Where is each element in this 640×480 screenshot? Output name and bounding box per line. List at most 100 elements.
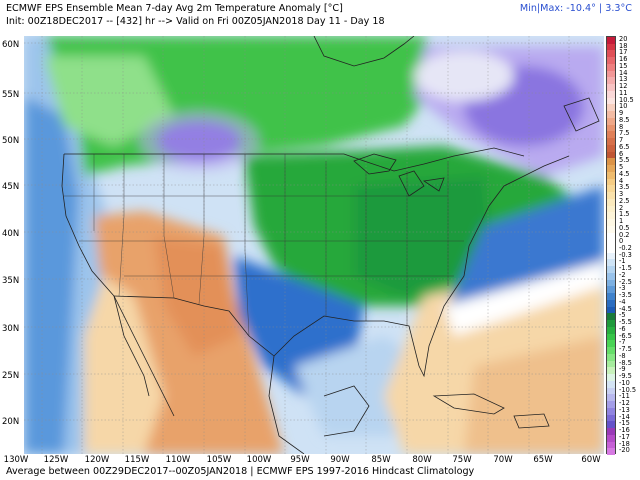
colorbar-swatch	[607, 394, 615, 402]
colorbar-swatch	[607, 144, 615, 153]
colorbar-swatch	[607, 428, 615, 436]
colorbar-label: -16	[619, 426, 630, 435]
colorbar-label: 18	[619, 41, 628, 50]
colorbar-swatch	[607, 326, 615, 335]
colorbar-label: -3	[619, 284, 626, 293]
colorbar-label: 16	[619, 55, 628, 64]
colorbar-swatch	[607, 374, 615, 382]
us-canada-border	[64, 147, 525, 172]
colorbar-label: -10.5	[619, 385, 637, 394]
colorbar-label: -13	[619, 405, 630, 414]
colorbar-label: -6.5	[619, 331, 632, 340]
colorbar-label: 1.5	[619, 210, 630, 219]
colorbar-label: -0.3	[619, 250, 632, 259]
colorbar-swatch	[607, 421, 615, 429]
colorbar-swatch	[607, 57, 615, 65]
colorbar-swatch	[607, 131, 615, 139]
colorbar-swatch	[607, 205, 615, 213]
colorbar-swatch	[607, 340, 615, 348]
colorbar-swatch	[607, 266, 615, 274]
lon-label: 80W	[412, 455, 432, 465]
colorbar-label: 12	[619, 82, 628, 91]
coastlines-and-borders	[61, 36, 600, 454]
colorbar-label: 11	[619, 88, 628, 97]
mexico-coast-outline	[268, 355, 305, 454]
colorbar-swatch	[607, 306, 615, 314]
lon-label: 115W	[124, 455, 150, 465]
colorbar-swatch	[607, 434, 615, 442]
colorbar-label: 7.5	[619, 129, 630, 138]
min-max-readout: Min|Max: -10.4° | 3.3°C	[519, 3, 632, 14]
colorbar-label: -2.5	[619, 277, 632, 286]
lat-label: 45N	[2, 182, 20, 192]
lat-label: 50N	[2, 136, 20, 146]
atlantic-white-band	[444, 261, 604, 336]
colorbar-swatch	[607, 441, 615, 449]
yucatan-outline	[323, 385, 370, 437]
graticule	[24, 36, 604, 454]
baja-light-warm	[84, 276, 164, 454]
colorbar-label: -5.5	[619, 318, 632, 327]
colorbar-swatch	[607, 347, 615, 355]
lon-label: 120W	[84, 455, 110, 465]
colorbar-label: 7	[619, 136, 624, 145]
cuba-outline	[432, 393, 505, 415]
colorbar-label: 17	[619, 48, 628, 57]
colorbar-label: -4.5	[619, 304, 632, 313]
colorbar-swatch	[607, 124, 615, 132]
colorbar-swatch	[607, 178, 615, 186]
colorbar-label: 6	[619, 149, 624, 158]
pacific-cool-region	[24, 36, 224, 454]
colorbar-swatch	[607, 97, 615, 105]
mexico-warm-core	[154, 236, 239, 356]
colorbar-swatch	[607, 239, 615, 247]
lon-label: 90W	[330, 455, 350, 465]
colorbar-label: -18	[619, 439, 630, 448]
colorbar-swatch	[607, 198, 615, 207]
map-footer: Average between 00Z29DEC2017--00Z05JAN20…	[6, 466, 475, 477]
colorbar-swatch	[607, 225, 615, 233]
colorbar-label: -7	[619, 338, 626, 347]
colorbar-swatch	[607, 192, 615, 200]
montana-cold-halo	[139, 111, 259, 171]
east-coast-outline	[463, 155, 570, 277]
colorbar-label: -8	[619, 351, 626, 360]
colorbar-label: 8.5	[619, 115, 630, 124]
lon-label: 130W	[3, 455, 29, 465]
colorbar-swatch	[607, 111, 615, 119]
lon-label: 65W	[533, 455, 553, 465]
colorbar-label: 5.5	[619, 156, 630, 165]
colorbar-swatch	[607, 138, 615, 146]
colorbar-swatch	[607, 293, 615, 301]
colorbar-label: 2.5	[619, 196, 630, 205]
lon-label: 60W	[581, 455, 601, 465]
colorbar-swatch	[607, 333, 615, 341]
colorbar-swatch	[607, 401, 615, 409]
lon-label: 95W	[290, 455, 310, 465]
colorbar-swatch	[607, 407, 615, 416]
colorbar-label: 10.5	[619, 95, 634, 104]
hispaniola-outline	[513, 413, 550, 429]
colorbar-label: 2	[619, 203, 624, 212]
baja-outline	[113, 295, 150, 397]
colorbar-swatch	[607, 313, 615, 321]
colorbar-swatch	[607, 37, 615, 45]
gulf-coast-outline	[273, 275, 465, 378]
map-subtitle: Init: 00Z18DEC2017 -- [432] hr --> Valid…	[6, 16, 385, 27]
colorbar-label: 20	[619, 35, 628, 43]
colorbar-swatch	[607, 246, 615, 254]
colorbar-label: -5	[619, 311, 626, 320]
lat-label: 20N	[2, 417, 20, 427]
west-coast-outline	[61, 153, 175, 417]
pacific-deep-blue	[24, 96, 79, 454]
colorbar-label: -9.5	[619, 372, 632, 381]
colorbar-label: 5	[619, 163, 624, 172]
colorbar-swatch	[607, 286, 615, 294]
lat-label: 35N	[2, 276, 20, 286]
colorbar-swatch	[607, 232, 615, 240]
colorbar-label: -7.5	[619, 345, 632, 354]
colorbar-label: -8.5	[619, 358, 632, 367]
colorbar-label: -0.2	[619, 244, 632, 252]
northwest-light-green	[44, 56, 174, 146]
colorbar-label: 6.5	[619, 142, 630, 151]
